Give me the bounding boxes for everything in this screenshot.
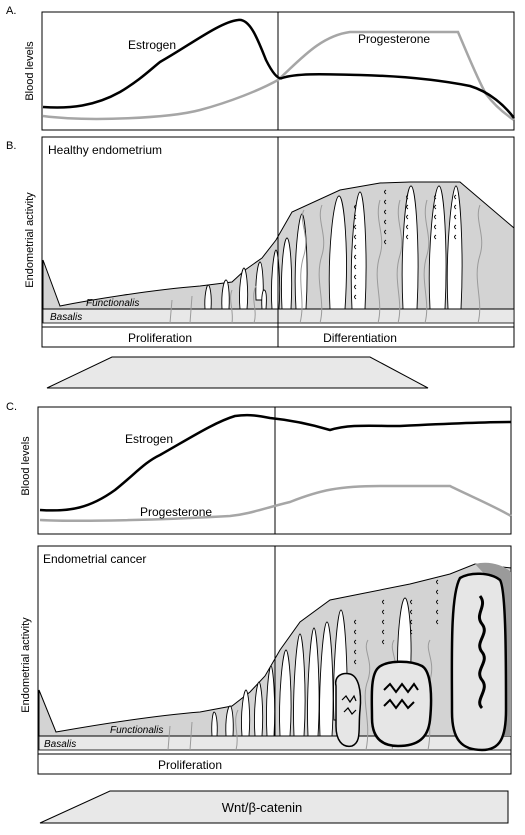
panel-c-functionalis-label: Functionalis bbox=[110, 725, 163, 736]
panel-a-estrogen-curve bbox=[42, 18, 515, 119]
panel-a-estrogen-label: Estrogen bbox=[128, 38, 176, 52]
panel-c-phase-proliferation: Proliferation bbox=[158, 758, 222, 772]
panel-a-ylabel: Blood levels bbox=[24, 41, 36, 101]
panel-c-progesterone-curve bbox=[39, 484, 512, 523]
panel-c-progesterone-label: Progesterone bbox=[140, 505, 212, 519]
panel-c-bottom-ylabel: Endometrial activity bbox=[20, 617, 32, 713]
panel-b-functionalis-label: Functionalis bbox=[86, 298, 139, 309]
wnt-label: Wnt/β-catenin bbox=[222, 800, 302, 815]
panel-b-phase-differentiation: Differentiation bbox=[323, 331, 397, 345]
panel-c-secretory-ticks bbox=[354, 579, 439, 665]
panel-a-progesterone-label: Progesterone bbox=[358, 32, 430, 46]
panel-c-letter: C. bbox=[6, 401, 17, 413]
tumor-small bbox=[334, 672, 362, 748]
panel-c-top-ylabel: Blood levels bbox=[20, 436, 32, 496]
panel-b-secretory-ticks bbox=[354, 189, 457, 300]
panel-a-letter: A. bbox=[6, 5, 16, 17]
panel-b-basalis-label: Basalis bbox=[50, 312, 82, 323]
panel-b-signal-trapezoid bbox=[46, 356, 429, 389]
panel-c-estrogen-curve bbox=[39, 413, 512, 512]
panel-b-title: Healthy endometrium bbox=[48, 143, 162, 157]
panel-c-glands bbox=[211, 597, 412, 737]
panel-c-basalis-label: Basalis bbox=[44, 739, 76, 750]
tumor-large bbox=[450, 572, 508, 752]
panel-c-title: Endometrial cancer bbox=[43, 552, 146, 566]
panel-b-ylabel: Endometrial activity bbox=[24, 192, 36, 288]
wnt-signal-trapezoid bbox=[39, 790, 509, 824]
panel-b-phase-proliferation: Proliferation bbox=[128, 331, 192, 345]
panel-c-tumors bbox=[334, 572, 508, 752]
tumor-medium bbox=[370, 660, 433, 748]
panel-c-estrogen-label: Estrogen bbox=[125, 432, 173, 446]
panel-b-spiral-arteries bbox=[169, 199, 483, 324]
panel-b-letter: B. bbox=[6, 140, 16, 152]
panel-c-basalis-band bbox=[38, 735, 512, 751]
